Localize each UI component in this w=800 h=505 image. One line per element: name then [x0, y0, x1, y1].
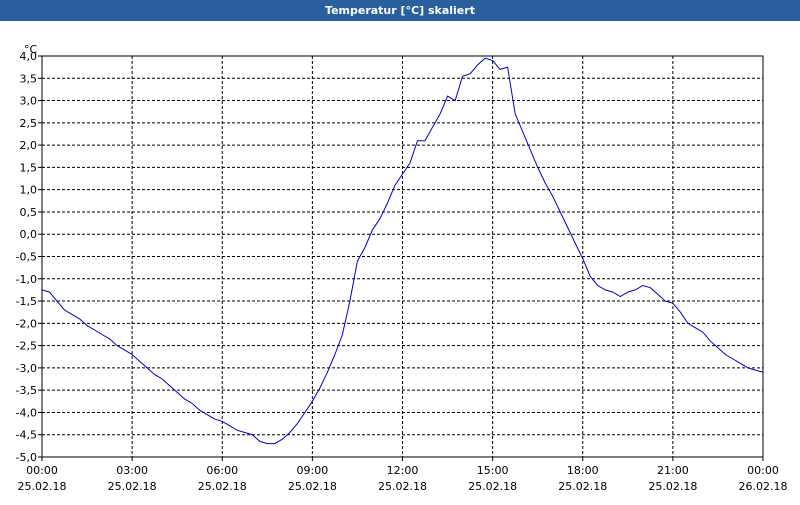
y-tick-label: 1,0: [20, 184, 38, 197]
x-tick-date-label: 25.02.18: [198, 480, 247, 493]
y-tick-label: 1,5: [20, 161, 38, 174]
chart-area: 4,0 3,5 3,0 2,5 2,0 1,5 1,0 0,5 0,0 -0,5 -1,0 -1,5 -…: [0, 21, 800, 500]
x-tick-date-label: 25.02.18: [378, 480, 427, 493]
x-tick-time-label: 03:00: [116, 464, 148, 477]
grid-layer: [42, 56, 763, 457]
x-tick-date-label: 25.02.18: [558, 480, 607, 493]
y-tick-label: -3,5: [16, 384, 37, 397]
y-tick-label: -2,5: [16, 340, 37, 353]
y-tick-label: -0,5: [16, 251, 37, 264]
x-tick-date-label: 26.02.18: [739, 480, 788, 493]
x-tick-date-label: 25.02.18: [108, 480, 157, 493]
x-tick-time-label: 18:00: [567, 464, 599, 477]
y-axis-ticks: 4,0 3,5 3,0 2,5 2,0 1,5 1,0 0,5 0,0 -0,5 -1,0 -1,5 -…: [16, 50, 42, 464]
y-tick-label: 0,5: [20, 206, 38, 219]
y-axis-unit-label: °C: [24, 43, 38, 56]
y-tick-label: -4,5: [16, 429, 37, 442]
y-tick-label: 0,0: [20, 228, 38, 241]
x-tick-time-label: 09:00: [297, 464, 329, 477]
x-tick-date-label: 25.02.18: [648, 480, 697, 493]
y-tick-label: 2,5: [20, 117, 38, 130]
temperature-chart: 4,0 3,5 3,0 2,5 2,0 1,5 1,0 0,5 0,0 -0,5 -1,0 -1,5 -…: [16, 43, 788, 493]
x-tick-date-label: 25.02.18: [18, 480, 67, 493]
chart-title-bar: Temperatur [°C] skaliert: [0, 0, 800, 21]
y-tick-label: -3,0: [16, 362, 37, 375]
y-tick-label: 3,0: [20, 95, 38, 108]
y-tick-label: -2,0: [16, 317, 37, 330]
y-tick-label: 4,0: [20, 50, 38, 63]
x-tick-time-label: 00:00: [26, 464, 58, 477]
x-tick-date-label: 25.02.18: [288, 480, 337, 493]
y-tick-label: -1,5: [16, 295, 37, 308]
x-tick-time-label: 12:00: [387, 464, 419, 477]
x-tick-date-label: 25.02.18: [468, 480, 517, 493]
temperature-series-line: [41, 57, 764, 445]
y-tick-label: -1,0: [16, 273, 37, 286]
y-tick-label: -4,0: [16, 406, 37, 419]
y-tick-label: 3,5: [20, 72, 38, 85]
x-tick-time-label: 00:00: [747, 464, 779, 477]
y-tick-label: -5,0: [16, 451, 37, 464]
x-tick-time-label: 15:00: [477, 464, 509, 477]
x-tick-time-label: 06:00: [206, 464, 238, 477]
x-axis-ticks: 00:00 25.02.18 03:00 25.02.18 06:00 25.02.18 0…: [18, 457, 788, 493]
y-tick-label: 2,0: [20, 139, 38, 152]
x-tick-time-label: 21:00: [657, 464, 689, 477]
